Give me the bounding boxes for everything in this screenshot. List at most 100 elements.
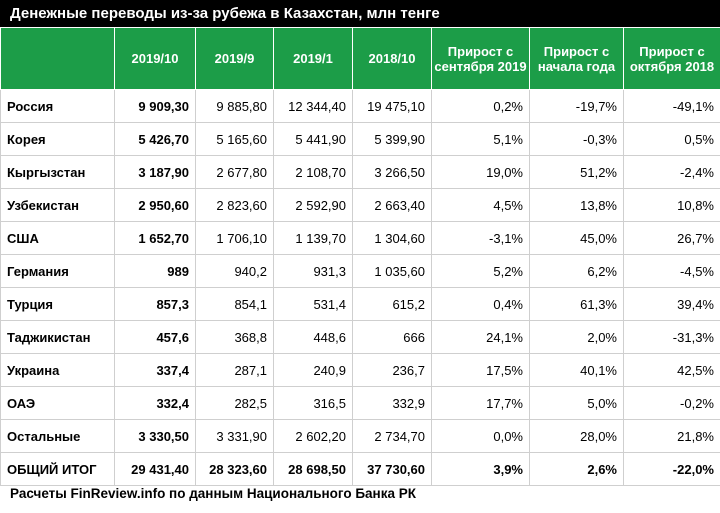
growth-cell: 2,6% bbox=[529, 452, 624, 486]
value-cell: 666 bbox=[352, 320, 432, 354]
growth-cell: 40,1% bbox=[529, 353, 624, 387]
growth-cell: 0,2% bbox=[431, 89, 530, 123]
value-cell: 2 592,90 bbox=[273, 188, 353, 222]
country-cell: Турция bbox=[0, 287, 115, 321]
value-cell: 3 331,90 bbox=[195, 419, 274, 453]
value-cell: 615,2 bbox=[352, 287, 432, 321]
value-cell: 3 266,50 bbox=[352, 155, 432, 189]
value-cell: 368,8 bbox=[195, 320, 274, 354]
growth-cell: 17,7% bbox=[431, 386, 530, 420]
value-cell: 282,5 bbox=[195, 386, 274, 420]
value-cell: 1 139,70 bbox=[273, 221, 353, 255]
header-2019-10: 2019/10 bbox=[114, 27, 196, 90]
value-cell: 5 399,90 bbox=[352, 122, 432, 156]
growth-cell: -49,1% bbox=[623, 89, 720, 123]
growth-cell: 19,0% bbox=[431, 155, 530, 189]
value-cell: 854,1 bbox=[195, 287, 274, 321]
table-row: Таджикистан 457,6 368,8 448,6 666 24,1% 2,0% -3… bbox=[0, 320, 720, 354]
country-cell: Остальные bbox=[0, 419, 115, 453]
growth-cell: -19,7% bbox=[529, 89, 624, 123]
header-2019-1: 2019/1 bbox=[273, 27, 353, 90]
table-row: Германия 989 940,2 931,3 1 035,60 5,2% 6,2% -4,… bbox=[0, 254, 720, 288]
value-cell: 2 108,70 bbox=[273, 155, 353, 189]
growth-cell: 5,0% bbox=[529, 386, 624, 420]
header-growth-sep: Прирост с сентября 2019 bbox=[431, 27, 530, 90]
table-row: Россия 9 909,30 9 885,80 12 344,40 19 475,10… bbox=[0, 89, 720, 123]
country-cell: Германия bbox=[0, 254, 115, 288]
table-body: Россия 9 909,30 9 885,80 12 344,40 19 475,10… bbox=[0, 89, 720, 486]
table-row: ОАЭ 332,4 282,5 316,5 332,9 17,7% 5,0% -0,2% bbox=[0, 386, 720, 420]
country-cell: Таджикистан bbox=[0, 320, 115, 354]
growth-cell: 24,1% bbox=[431, 320, 530, 354]
value-cell: 457,6 bbox=[114, 320, 196, 354]
value-cell: 2 677,80 bbox=[195, 155, 274, 189]
growth-cell: 0,5% bbox=[623, 122, 720, 156]
value-cell: 316,5 bbox=[273, 386, 353, 420]
growth-cell: 17,5% bbox=[431, 353, 530, 387]
value-cell: 5 441,90 bbox=[273, 122, 353, 156]
growth-cell: 2,0% bbox=[529, 320, 624, 354]
value-cell: 5 426,70 bbox=[114, 122, 196, 156]
country-cell: США bbox=[0, 221, 115, 255]
country-cell: Россия bbox=[0, 89, 115, 123]
growth-cell: 0,0% bbox=[431, 419, 530, 453]
growth-cell: 61,3% bbox=[529, 287, 624, 321]
value-cell: 3 330,50 bbox=[114, 419, 196, 453]
table-row: Узбекистан 2 950,60 2 823,60 2 592,90 2 663,… bbox=[0, 188, 720, 222]
value-cell: 29 431,40 bbox=[114, 452, 196, 486]
value-cell: 989 bbox=[114, 254, 196, 288]
growth-cell: 21,8% bbox=[623, 419, 720, 453]
growth-cell: -0,3% bbox=[529, 122, 624, 156]
table-row: Корея 5 426,70 5 165,60 5 441,90 5 399,90 5,1… bbox=[0, 122, 720, 156]
header-corner bbox=[0, 27, 115, 90]
growth-cell: 3,9% bbox=[431, 452, 530, 486]
value-cell: 12 344,40 bbox=[273, 89, 353, 123]
growth-cell: 5,1% bbox=[431, 122, 530, 156]
growth-cell: -31,3% bbox=[623, 320, 720, 354]
country-cell: Корея bbox=[0, 122, 115, 156]
value-cell: 332,9 bbox=[352, 386, 432, 420]
growth-cell: 4,5% bbox=[431, 188, 530, 222]
country-cell: Кыргызстан bbox=[0, 155, 115, 189]
value-cell: 2 734,70 bbox=[352, 419, 432, 453]
value-cell: 332,4 bbox=[114, 386, 196, 420]
value-cell: 1 652,70 bbox=[114, 221, 196, 255]
growth-cell: -3,1% bbox=[431, 221, 530, 255]
growth-cell: 6,2% bbox=[529, 254, 624, 288]
value-cell: 1 035,60 bbox=[352, 254, 432, 288]
value-cell: 1 706,10 bbox=[195, 221, 274, 255]
growth-cell: -0,2% bbox=[623, 386, 720, 420]
value-cell: 337,4 bbox=[114, 353, 196, 387]
value-cell: 28 323,60 bbox=[195, 452, 274, 486]
growth-cell: 26,7% bbox=[623, 221, 720, 255]
table-row: Остальные 3 330,50 3 331,90 2 602,20 2 734,7… bbox=[0, 419, 720, 453]
table-row: США 1 652,70 1 706,10 1 139,70 1 304,60 -3,1%… bbox=[0, 221, 720, 255]
growth-cell: -4,5% bbox=[623, 254, 720, 288]
table-row: Турция 857,3 854,1 531,4 615,2 0,4% 61,3% 39,4% bbox=[0, 287, 720, 321]
value-cell: 37 730,60 bbox=[352, 452, 432, 486]
header-row: 2019/10 2019/9 2019/1 2018/10 Прирост с … bbox=[0, 27, 720, 90]
value-cell: 19 475,10 bbox=[352, 89, 432, 123]
source-footer: Расчеты FinReview.info по данным Национа… bbox=[10, 486, 416, 501]
value-cell: 2 663,40 bbox=[352, 188, 432, 222]
header-2018-10: 2018/10 bbox=[352, 27, 432, 90]
header-growth-ytd: Прирост с начала года bbox=[529, 27, 624, 90]
growth-cell: -2,4% bbox=[623, 155, 720, 189]
remittance-table: 2019/10 2019/9 2019/1 2018/10 Прирост с … bbox=[0, 27, 720, 486]
value-cell: 857,3 bbox=[114, 287, 196, 321]
header-2019-9: 2019/9 bbox=[195, 27, 274, 90]
growth-cell: 39,4% bbox=[623, 287, 720, 321]
value-cell: 28 698,50 bbox=[273, 452, 353, 486]
value-cell: 5 165,60 bbox=[195, 122, 274, 156]
value-cell: 931,3 bbox=[273, 254, 353, 288]
value-cell: 9 885,80 bbox=[195, 89, 274, 123]
value-cell: 2 823,60 bbox=[195, 188, 274, 222]
growth-cell: 45,0% bbox=[529, 221, 624, 255]
header-growth-oct: Прирост с октября 2018 bbox=[623, 27, 720, 90]
value-cell: 287,1 bbox=[195, 353, 274, 387]
value-cell: 448,6 bbox=[273, 320, 353, 354]
growth-cell: 5,2% bbox=[431, 254, 530, 288]
value-cell: 531,4 bbox=[273, 287, 353, 321]
value-cell: 2 602,20 bbox=[273, 419, 353, 453]
value-cell: 3 187,90 bbox=[114, 155, 196, 189]
